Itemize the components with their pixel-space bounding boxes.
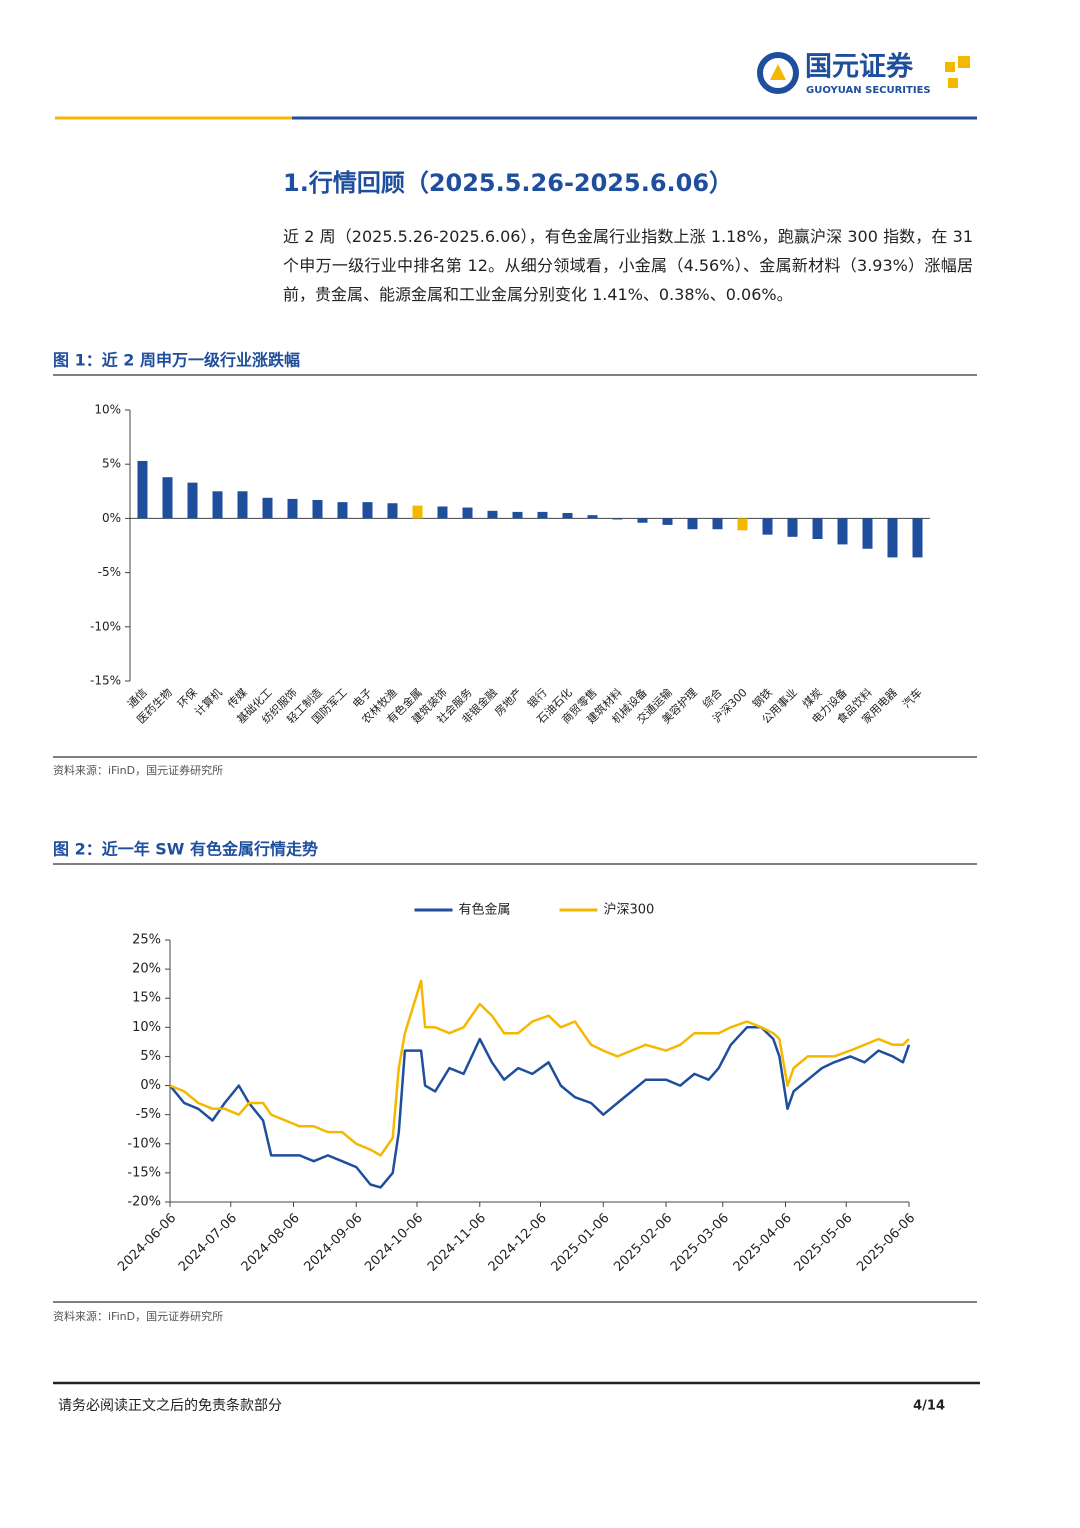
- y-tick-label: 25%: [132, 933, 161, 948]
- x-tick-label: 2024-08-06: [239, 1211, 303, 1275]
- footer-disclaimer: 请务必阅读正文之后的免责条款部分: [58, 1397, 282, 1414]
- logo-icon-accent: [770, 64, 786, 80]
- x-tick-label: 汽车: [899, 685, 924, 710]
- bar: [812, 518, 823, 539]
- logo-block: [945, 62, 955, 72]
- bar: [737, 518, 748, 531]
- x-tick-label: 2024-10-06: [362, 1211, 426, 1275]
- series-line: [169, 979, 910, 1157]
- figure-source: 资料来源：iFinD，国元证券研究所: [53, 763, 223, 777]
- bar: [487, 510, 498, 519]
- bar: [212, 491, 223, 519]
- bar: [312, 499, 323, 519]
- bar: [687, 518, 698, 530]
- bar: [837, 518, 848, 545]
- y-tick-label: 10%: [94, 403, 121, 417]
- figure-title: 图 2：近一年 SW 有色金属行情走势: [53, 840, 318, 859]
- x-tick-label: 2025-02-06: [611, 1211, 675, 1275]
- logo-subtext: GUOYUAN SECURITIES: [806, 85, 931, 96]
- bar: [187, 482, 198, 519]
- bar: [612, 518, 623, 520]
- y-tick-label: 10%: [132, 1020, 161, 1035]
- y-tick-label: -10%: [90, 619, 121, 633]
- logo-icon: [757, 52, 799, 94]
- y-tick-label: -5%: [98, 565, 121, 579]
- bar: [862, 518, 873, 549]
- bar: [387, 503, 398, 519]
- x-tick-label: 2025-05-06: [792, 1211, 856, 1275]
- logo-block: [948, 78, 958, 88]
- bar: [237, 491, 248, 519]
- x-tick-label: 2025-01-06: [549, 1211, 613, 1275]
- bar: [537, 511, 548, 519]
- figure-title: 图 1：近 2 周申万一级行业涨跌幅: [53, 351, 300, 370]
- x-tick-label: 2024-12-06: [486, 1211, 550, 1275]
- bar: [762, 518, 773, 535]
- paragraph: 近 2 周（2025.5.26-2025.6.06），有色金属行业指数上涨 1.…: [283, 227, 973, 304]
- bar: [662, 518, 673, 525]
- y-tick-label: 20%: [132, 962, 161, 977]
- x-tick-label: 2025-04-06: [731, 1211, 795, 1275]
- x-tick-label: 2025-03-06: [668, 1211, 732, 1275]
- y-tick-label: 15%: [132, 991, 161, 1006]
- bar: [362, 502, 373, 519]
- x-tick-label: 2024-06-06: [115, 1211, 179, 1275]
- bar: [262, 497, 273, 519]
- bar: [562, 512, 573, 519]
- bar: [162, 477, 173, 519]
- x-tick-label: 2024-07-06: [176, 1211, 240, 1275]
- page-number: 4/14: [913, 1399, 945, 1414]
- legend-label: 有色金属: [459, 902, 511, 918]
- bar: [587, 515, 598, 519]
- x-tick-label: 2024-09-06: [302, 1211, 366, 1275]
- bar: [512, 511, 523, 519]
- x-tick-label: 2024-11-06: [425, 1211, 489, 1275]
- y-tick-label: -10%: [127, 1136, 161, 1151]
- y-tick-label: 5%: [102, 457, 121, 471]
- bar: [287, 498, 298, 519]
- y-tick-label: -15%: [90, 674, 121, 688]
- bar: [462, 507, 473, 519]
- bar: [412, 505, 423, 519]
- x-tick-label: 计算机: [192, 685, 225, 718]
- y-tick-label: -15%: [127, 1165, 161, 1180]
- bar: [137, 460, 148, 519]
- y-tick-label: -5%: [136, 1107, 161, 1122]
- legend-label: 沪深300: [604, 902, 655, 918]
- bar: [787, 518, 798, 537]
- logo-block: [958, 56, 970, 68]
- y-tick-label: 5%: [140, 1049, 161, 1064]
- bar: [337, 502, 348, 519]
- bar: [637, 518, 648, 523]
- y-tick-label: 0%: [140, 1078, 161, 1093]
- logo-text: 国元证券: [805, 51, 914, 83]
- bar: [912, 518, 923, 558]
- x-tick-label: 2025-06-06: [854, 1211, 918, 1275]
- series-line: [169, 1026, 911, 1189]
- y-tick-label: -20%: [127, 1195, 161, 1210]
- x-tick-label: 房地产: [492, 685, 525, 718]
- bar: [437, 506, 448, 519]
- figure-source: 资料来源：iFinD，国元证券研究所: [53, 1309, 223, 1323]
- y-tick-label: 0%: [102, 511, 121, 525]
- section-title: 1.行情回顾（2025.5.26-2025.6.06）: [283, 169, 733, 197]
- bar: [712, 518, 723, 530]
- bar: [887, 518, 898, 558]
